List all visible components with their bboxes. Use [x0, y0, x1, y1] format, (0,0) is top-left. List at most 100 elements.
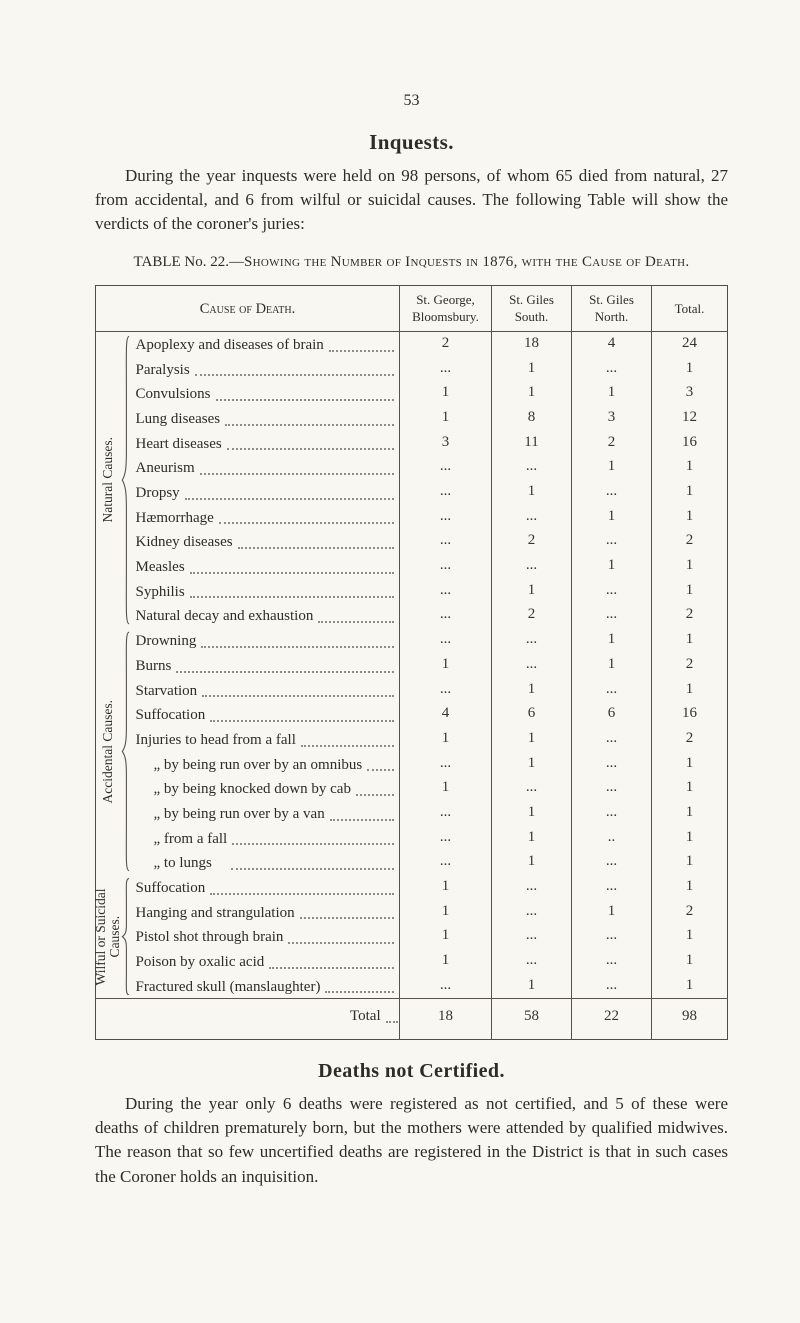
cause-label: „ by being knocked down by cab — [153, 781, 351, 798]
cause-line: Burns — [136, 656, 396, 677]
cause-line: Paralysis — [136, 360, 396, 381]
value-cell: ... — [571, 875, 652, 900]
cause-cell: Dropsy — [130, 480, 400, 505]
value-cell: ... — [399, 800, 492, 826]
value-cell: ... — [571, 529, 652, 555]
value-cell: 3 — [651, 381, 728, 406]
value-cell: ... — [571, 973, 652, 999]
cause-label: Fractured skull (manslaughter) — [135, 978, 321, 995]
value-cell: 1 — [399, 652, 492, 678]
col-header-cause: Cause of Death. — [95, 285, 400, 332]
dot-leader — [318, 620, 394, 624]
dot-leader — [329, 818, 394, 821]
cause-line: Natural decay and exhaustion — [136, 606, 396, 627]
cause-cell: Paralysis — [130, 357, 400, 382]
cause-label: Kidney diseases — [135, 534, 233, 551]
value-cell: ... — [399, 825, 492, 851]
table-row: „ by being run over by a van... 1... 1 — [96, 800, 728, 826]
cause-label: Apoplexy and diseases of brain — [135, 336, 324, 353]
dot-leader — [194, 373, 394, 377]
cause-line: Aneurism — [136, 458, 396, 479]
value-cell: .. — [571, 825, 652, 851]
value-cell: 1 — [399, 726, 492, 752]
table-row: Convulsions 1 1 1 3 — [96, 381, 728, 406]
value-cell: 1 — [651, 480, 728, 505]
table-row: Burns 1... 1 2 — [96, 652, 728, 678]
value-cell: 1 — [491, 578, 572, 604]
cause-cell: Poison by oxalic acid — [130, 949, 400, 974]
table-row: Natural Causes. Apoplexy and diseases of … — [96, 331, 728, 356]
cause-cell: Starvation — [130, 678, 400, 703]
dot-leader — [218, 521, 394, 525]
cause-cell: Pistol shot through brain — [130, 924, 400, 949]
dot-leader — [202, 694, 394, 698]
brace-icon — [121, 631, 130, 872]
cause-cell: Suffocation — [130, 875, 400, 900]
cause-cell: Suffocation — [130, 702, 400, 727]
value-cell: ... — [491, 652, 572, 678]
value-cell: 1 — [491, 825, 572, 851]
value-cell: ... — [571, 800, 652, 826]
dot-leader — [226, 447, 394, 451]
col-header-st-giles-north: St. Giles North. — [571, 285, 652, 332]
cause-label: „ by being run over by an omnibus — [153, 756, 363, 773]
cause-cell: Burns — [130, 653, 400, 678]
cause-label: Pistol shot through brain — [135, 929, 284, 946]
dot-leader — [210, 892, 394, 895]
value-cell: 1 — [651, 578, 728, 604]
table-row: Hanging and strangulation 1... 1 2 — [96, 899, 728, 925]
value-cell: 1 — [399, 899, 492, 925]
value-cell: 3 — [399, 430, 492, 456]
value-cell: ... — [399, 554, 492, 579]
value-cell: 58 — [491, 998, 572, 1040]
dot-leader — [299, 916, 394, 920]
value-cell: 18 — [491, 331, 572, 357]
table-row: „ by being run over by an omnibus... 1...… — [96, 751, 728, 777]
value-cell: ... — [571, 726, 652, 752]
table-row: „ by being knocked down by cab 1...... 1 — [96, 776, 728, 801]
value-cell: 1 — [399, 924, 492, 950]
value-cell: 1 — [571, 628, 652, 653]
value-cell: 1 — [399, 405, 492, 431]
table-row: Kidney diseases... 2... 2 — [96, 529, 728, 555]
value-cell: ... — [491, 875, 572, 900]
value-cell: ... — [399, 850, 492, 875]
value-cell: ... — [491, 949, 572, 974]
value-cell: 1 — [651, 554, 728, 579]
cause-label: Starvation — [135, 682, 198, 699]
col-header-total: Total. — [651, 285, 728, 332]
table-row: Syphilis... 1... 1 — [96, 578, 728, 604]
value-cell: 1 — [651, 776, 728, 801]
table-caption-text: Showing the Number of Inquests in 1876, … — [244, 254, 690, 271]
value-cell: 1 — [651, 825, 728, 851]
value-cell: ... — [571, 356, 652, 382]
value-cell: 1 — [651, 455, 728, 480]
cause-label: Injuries to head from a fall — [135, 731, 296, 748]
value-cell: 1 — [651, 924, 728, 950]
dot-leader — [210, 719, 394, 722]
cause-line: Total — [102, 1006, 398, 1027]
value-cell: 1 — [571, 381, 652, 406]
cause-cell: Total — [95, 998, 400, 1040]
cause-line: Syphilis — [136, 582, 396, 603]
dot-leader — [189, 571, 394, 574]
value-cell: 1 — [491, 381, 572, 406]
value-cell: 1 — [491, 356, 572, 382]
value-cell: ... — [571, 850, 652, 875]
brace-icon — [121, 335, 130, 625]
value-cell: 1 — [399, 875, 492, 900]
value-cell: ... — [571, 677, 652, 703]
value-cell: ... — [571, 578, 652, 604]
cause-line: Apoplexy and diseases of brain — [136, 335, 396, 356]
value-cell: 2 — [651, 899, 728, 925]
value-cell: ... — [399, 455, 492, 480]
cause-line: Drowning — [136, 631, 396, 652]
dot-leader — [189, 595, 394, 599]
cause-line: Hanging and strangulation — [136, 903, 396, 924]
cause-cell: Fractured skull (manslaughter) — [130, 974, 400, 999]
not-certified-paragraph: During the year only 6 deaths were regis… — [95, 1094, 728, 1186]
cause-label: Drowning — [135, 633, 197, 650]
dot-leader — [300, 744, 394, 747]
cause-line: Suffocation — [136, 705, 396, 726]
value-cell: 2 — [651, 529, 728, 555]
